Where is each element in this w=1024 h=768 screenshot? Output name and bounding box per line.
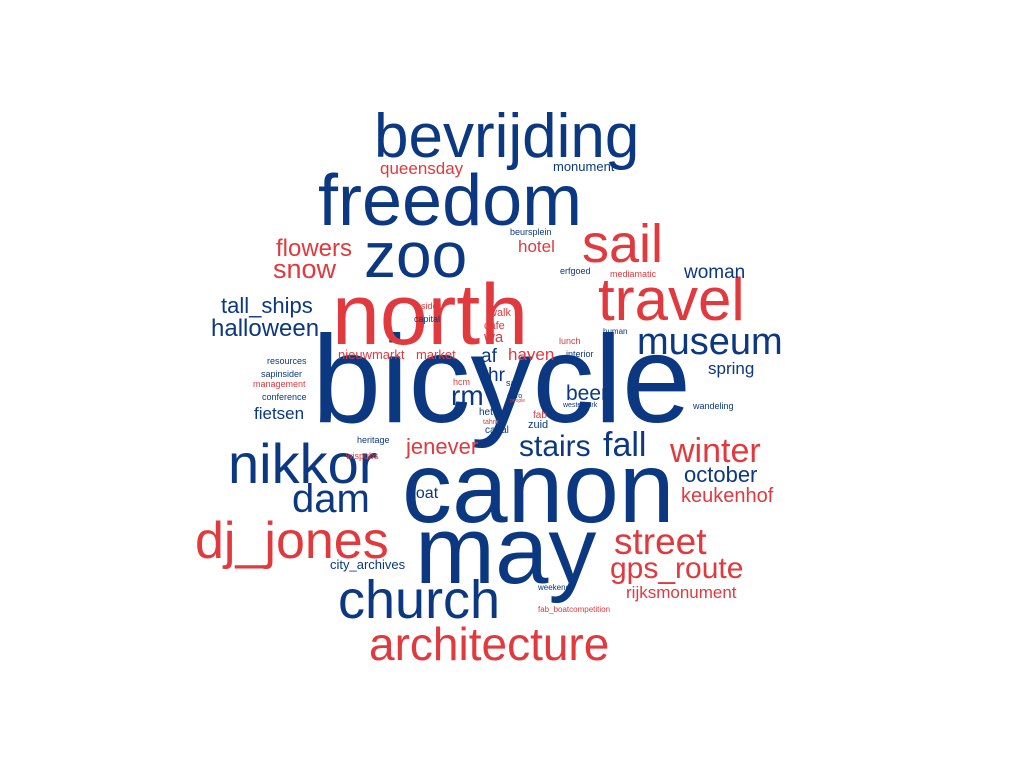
word-tall-ships: tall_ships bbox=[221, 293, 313, 318]
word-keukenhof: keukenhof bbox=[681, 485, 774, 507]
word-erfgoed: erfgoed bbox=[560, 266, 591, 276]
word-lunch: lunch bbox=[559, 336, 581, 346]
word-zoo: zoo bbox=[364, 219, 467, 291]
word-cairo: cairo bbox=[507, 393, 522, 400]
word-rm: rm bbox=[451, 380, 484, 411]
word-market: market bbox=[416, 347, 456, 362]
word-gps-route: gps_route bbox=[610, 552, 743, 585]
word-af: af bbox=[481, 346, 498, 367]
word-street: street bbox=[614, 521, 707, 562]
word-hotel: hotel bbox=[518, 237, 555, 256]
word-fab-boatcompetition: fab_boatcompetition bbox=[538, 605, 610, 614]
word-snow: snow bbox=[273, 254, 337, 284]
word-sap: sap bbox=[506, 378, 521, 388]
word-beer: beer bbox=[566, 382, 608, 405]
word-fall: fall bbox=[603, 426, 646, 464]
word-monument: monument bbox=[553, 159, 615, 174]
word-nieuwmarkt: nieuwmarkt bbox=[338, 347, 405, 362]
word-jenever: jenever bbox=[405, 434, 478, 459]
word-queensday: queensday bbox=[380, 159, 464, 178]
word-north: north bbox=[332, 267, 528, 363]
word-may: may bbox=[415, 497, 596, 604]
word-freedom: freedom bbox=[318, 161, 582, 241]
word-city-archives: city_archives bbox=[330, 557, 406, 572]
word-boat: boat bbox=[407, 485, 439, 502]
word-walk: walk bbox=[488, 307, 512, 319]
word-fab: fab bbox=[533, 410, 547, 421]
word-sapinsider: sapinsider bbox=[261, 369, 302, 379]
word-wandeling: wandeling bbox=[692, 401, 734, 411]
word-wispubs: wispubs bbox=[345, 451, 379, 461]
word-beursplein: beursplein bbox=[510, 227, 552, 237]
word-people: people bbox=[510, 398, 525, 404]
word-zuid: zuid bbox=[528, 419, 548, 431]
word-travel: travel bbox=[598, 266, 745, 333]
word-bevrijding: bevrijding bbox=[374, 102, 639, 171]
word-hr: hr bbox=[488, 365, 506, 386]
word-weekend: weekend bbox=[537, 583, 570, 592]
word-bicycle: bicycle bbox=[312, 311, 691, 449]
word-sail: sail bbox=[582, 214, 663, 274]
word-stairs: stairs bbox=[519, 430, 591, 463]
word-canal: canal bbox=[485, 425, 509, 436]
word-fietsen: fietsen bbox=[254, 404, 304, 423]
word-tahrir: tahrir bbox=[483, 419, 500, 426]
word-nikkor: nikkor bbox=[228, 432, 377, 495]
word-dam: dam bbox=[292, 477, 370, 521]
word-rijksmonument: rijksmonument bbox=[626, 583, 737, 602]
word-insider: insider bbox=[414, 301, 441, 311]
word-het: het bbox=[479, 407, 493, 418]
word-canon: canon bbox=[402, 432, 674, 544]
word-woman: woman bbox=[683, 262, 745, 283]
word-spring: spring bbox=[708, 359, 754, 378]
word-westerpark: westerpark bbox=[562, 402, 598, 409]
word-conference: conference bbox=[262, 392, 307, 402]
word-dj-jones: dj_jones bbox=[195, 512, 389, 570]
word-architecture: architecture bbox=[369, 618, 609, 670]
word-human: human bbox=[603, 327, 627, 336]
word-hcm: hcm bbox=[453, 377, 470, 387]
word-winter: winter bbox=[669, 432, 761, 470]
word-heritage: heritage bbox=[357, 435, 390, 445]
word-october: october bbox=[684, 462, 757, 487]
word-resources: resources bbox=[267, 356, 307, 366]
word-wa: wa bbox=[483, 329, 504, 346]
word-interior: interior bbox=[566, 349, 594, 359]
word-haven: haven bbox=[508, 345, 554, 364]
word-capital: capital bbox=[414, 314, 440, 324]
word-cafe: cafe bbox=[484, 320, 505, 332]
word-flowers: flowers bbox=[276, 235, 352, 262]
word-museum: museum bbox=[637, 321, 783, 363]
word-management: management bbox=[253, 379, 306, 389]
word-church: church bbox=[338, 570, 500, 630]
word-mediamatic: mediamatic bbox=[610, 269, 657, 279]
word-halloween: halloween bbox=[211, 315, 319, 342]
